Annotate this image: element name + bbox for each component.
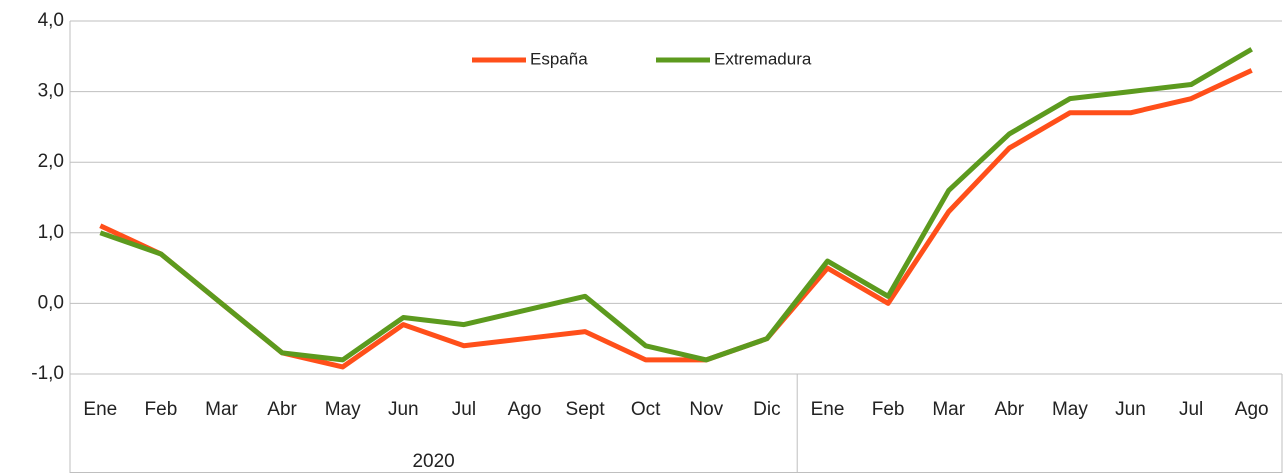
x-tick-label: Abr [267,399,297,420]
group-label: 2020 [412,451,454,472]
x-tick-label: Ago [508,399,542,420]
x-tick-label: May [1052,399,1088,420]
y-tick-label: 3,0 [38,81,64,102]
x-tick-label: Mar [932,399,965,420]
x-tick-label: Feb [872,399,905,420]
x-tick-label: Jul [452,399,476,420]
x-tick-label: Jun [388,399,419,420]
series-line [99,68,1253,370]
x-tick-label: Jun [1115,399,1146,420]
y-tick-label: 2,0 [38,151,64,172]
x-tick-label: Ago [1235,399,1269,420]
x-tick-label: Jul [1179,399,1203,420]
y-tick-label: 4,0 [38,10,64,31]
x-tick-label: Sept [566,399,606,420]
legend-label: España [530,49,588,68]
x-tick-label: Abr [995,399,1025,420]
legend-label: Extremadura [714,49,812,68]
y-tick-label: 0,0 [38,292,64,313]
x-tick-label: Ene [811,399,845,420]
y-tick-label: -1,0 [31,363,64,384]
x-tick-label: Ene [83,399,117,420]
x-tick-label: Feb [145,399,178,420]
y-tick-label: 1,0 [38,222,64,243]
x-tick-label: Oct [631,399,661,420]
x-tick-label: Dic [753,399,780,420]
x-tick-label: Mar [205,399,238,420]
x-tick-label: May [325,399,361,420]
x-tick-label: Nov [689,399,723,420]
series-line [99,47,1253,363]
